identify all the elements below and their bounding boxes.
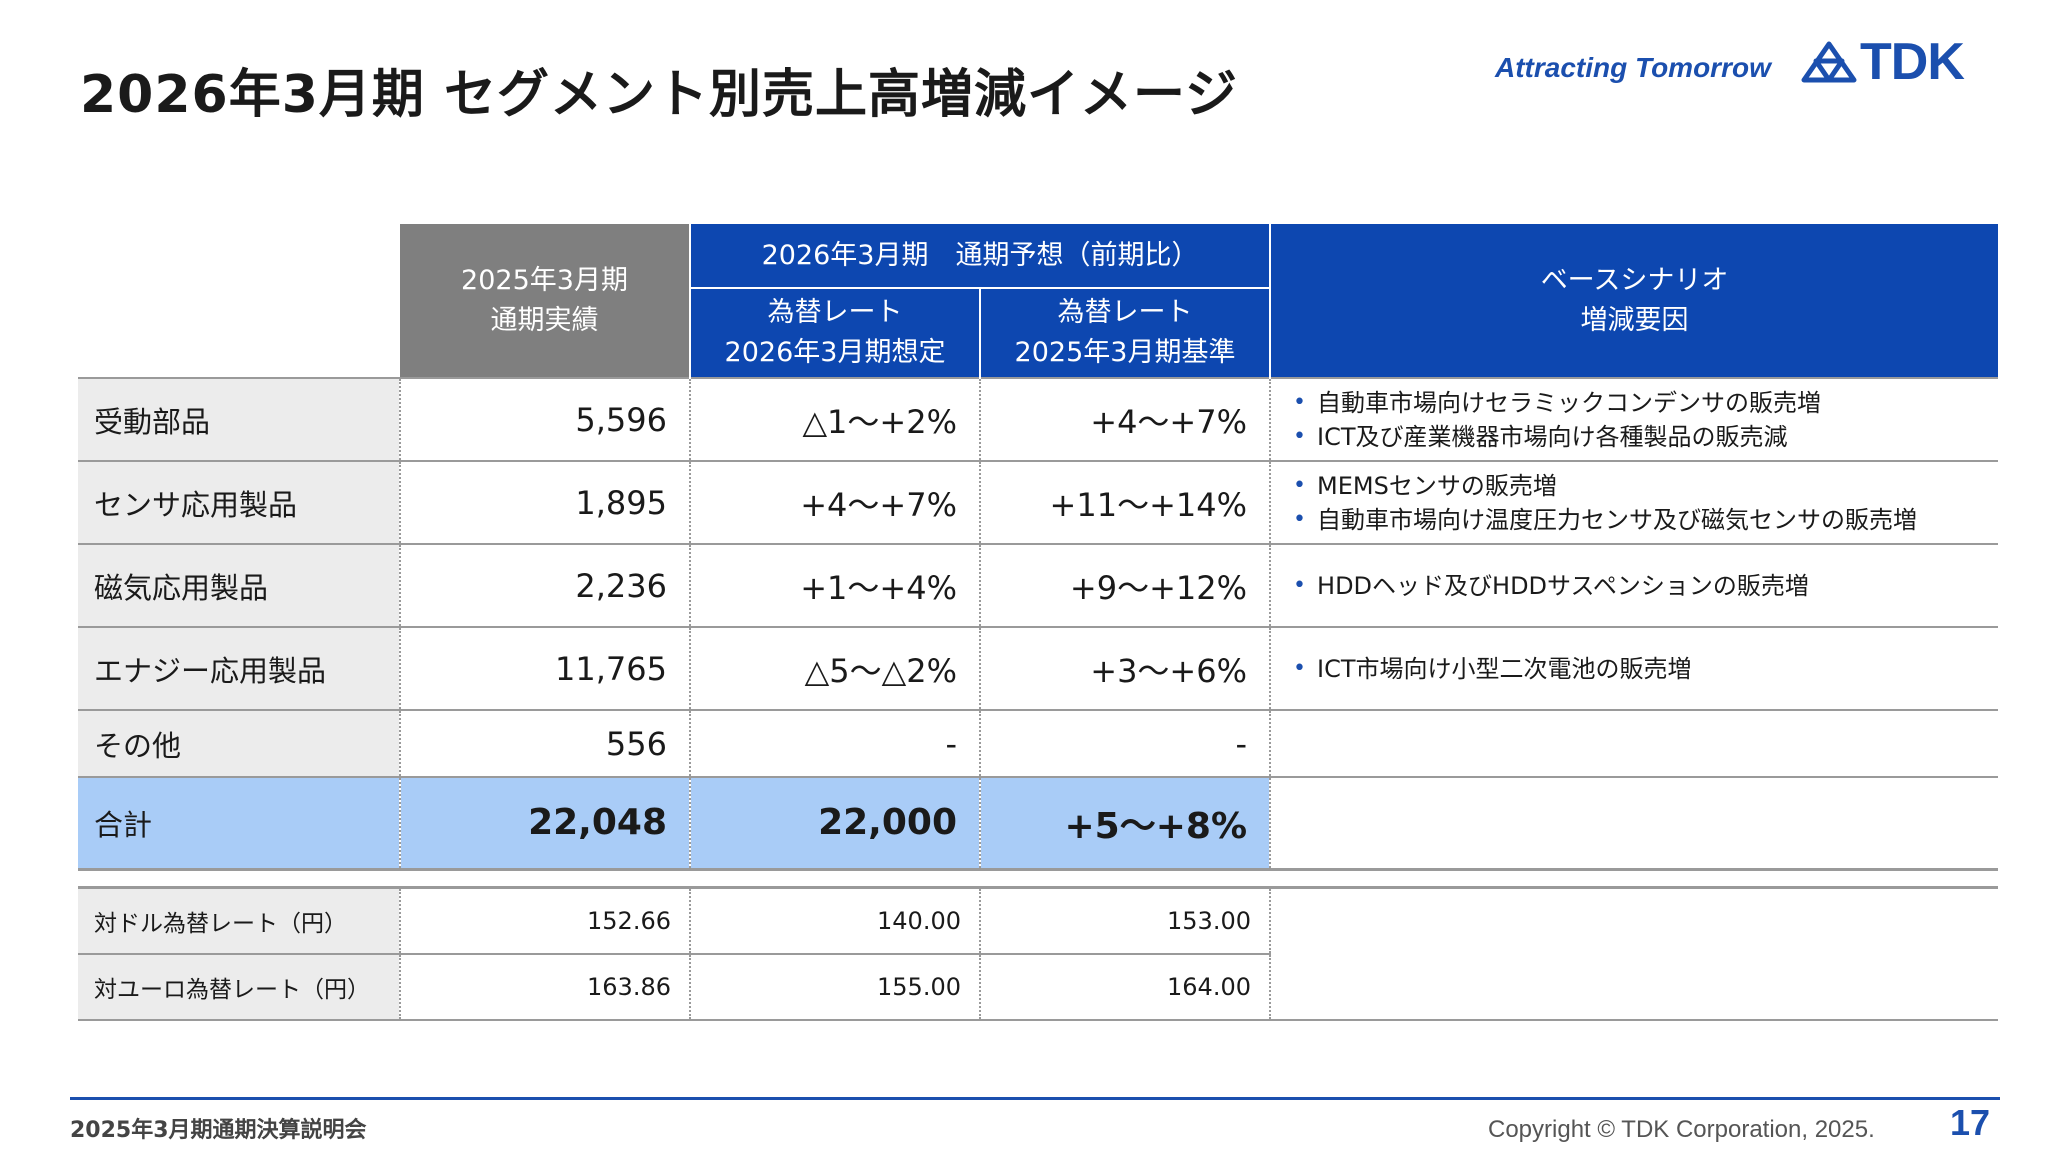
reasons-cell: ICT市場向け小型二次電池の販売増 bbox=[1269, 627, 1999, 711]
fx-row: 対ドル為替レート（円） 152.66 140.00 153.00 bbox=[78, 886, 1998, 1021]
reason-item: ICT市場向け小型二次電池の販売増 bbox=[1291, 652, 1998, 686]
tagline: Attracting Tomorrow bbox=[1495, 52, 1771, 83]
segment-label: 受動部品 bbox=[78, 377, 400, 462]
header-fy25-actual: 2025年3月期 通期実績 bbox=[400, 224, 691, 378]
fx-base-value: 164.00 bbox=[979, 953, 1270, 1021]
fx-fy25-value: 152.66 bbox=[399, 886, 690, 955]
table-row: センサ応用製品 1,895 +4〜+7% +11〜+14% MEMSセンサの販売… bbox=[78, 461, 1999, 545]
assumed-rate-change: △5〜△2% bbox=[689, 627, 980, 711]
tdk-diamond-icon bbox=[1801, 41, 1857, 83]
reason-item: 自動車市場向けセラミックコンデンサの販売増 bbox=[1291, 386, 1998, 420]
header-forecast-group: 2026年3月期 通期予想（前期比） bbox=[690, 224, 1272, 289]
reasons-cell bbox=[1269, 777, 1999, 871]
total-assumed-value: 22,000 bbox=[689, 777, 980, 871]
total-fy25-value: 22,048 bbox=[399, 777, 690, 871]
reasons-cell: 自動車市場向けセラミックコンデンサの販売増 ICT及び産業機器市場向け各種製品の… bbox=[1269, 377, 1999, 462]
fx-label: 対ユーロ為替レート（円） bbox=[78, 953, 400, 1021]
logo-text: TDK bbox=[1860, 33, 1965, 91]
reason-item: HDDヘッド及びHDDサスペンションの販売増 bbox=[1291, 569, 1998, 603]
reason-item: ICT及び産業機器市場向け各種製品の販売減 bbox=[1291, 420, 1998, 454]
fx-assumed-value: 155.00 bbox=[689, 953, 980, 1021]
table-row: 磁気応用製品 2,236 +1〜+4% +9〜+12% HDDヘッド及びHDDサ… bbox=[78, 544, 1999, 628]
fy25-value: 556 bbox=[399, 710, 690, 778]
assumed-rate-change: +4〜+7% bbox=[689, 461, 980, 545]
segment-label: 磁気応用製品 bbox=[78, 544, 400, 628]
page-title: 2026年3月期 セグメント別売上高増減イメージ bbox=[80, 65, 1238, 125]
table-row: その他 556 - - bbox=[78, 710, 1999, 778]
reason-item: 自動車市場向け温度圧力センサ及び磁気センサの販売増 bbox=[1291, 503, 1998, 537]
fy25-value: 11,765 bbox=[399, 627, 690, 711]
tdk-logo: TDK bbox=[1800, 33, 1965, 91]
assumed-rate-change: △1〜+2% bbox=[689, 377, 980, 462]
base-rate-change: +4〜+7% bbox=[978, 377, 1271, 462]
header-blank bbox=[78, 224, 400, 378]
total-row: 合計 22,048 22,000 +5〜+8% bbox=[78, 777, 1999, 871]
fx-fy25-value: 163.86 bbox=[399, 953, 690, 1021]
header-reasons: ベースシナリオ 増減要因 bbox=[1270, 224, 1999, 378]
segment-label: その他 bbox=[78, 710, 400, 778]
segment-sales-table: 2025年3月期 通期実績 2026年3月期 通期予想（前期比） ベースシナリオ… bbox=[78, 224, 1999, 871]
fx-row: 対ユーロ為替レート（円） 163.86 155.00 164.00 bbox=[78, 953, 1998, 1021]
reasons-cell: HDDヘッド及びHDDサスペンションの販売増 bbox=[1269, 544, 1999, 628]
fx-assumed-value: 140.00 bbox=[689, 886, 980, 955]
base-rate-change: +3〜+6% bbox=[978, 627, 1271, 711]
table-row: エナジー応用製品 11,765 △5〜△2% +3〜+6% ICT市場向け小型二… bbox=[78, 627, 1999, 711]
fx-label: 対ドル為替レート（円） bbox=[78, 886, 400, 955]
footer-divider bbox=[70, 1097, 2000, 1100]
reason-item: MEMSセンサの販売増 bbox=[1291, 469, 1998, 503]
reasons-cell bbox=[1269, 710, 1999, 778]
segment-label: エナジー応用製品 bbox=[78, 627, 400, 711]
header-row-2: 為替レート 2026年3月期想定 為替レート 2025年3月期基準 bbox=[78, 288, 1998, 378]
base-rate-change: - bbox=[978, 710, 1271, 778]
fx-base-value: 153.00 bbox=[979, 886, 1270, 955]
page-number: 17 bbox=[1950, 1102, 1991, 1143]
base-rate-change: +11〜+14% bbox=[978, 461, 1271, 545]
fx-blank-cell bbox=[1269, 886, 1998, 1021]
table-row: 受動部品 5,596 △1〜+2% +4〜+7% 自動車市場向けセラミックコンデ… bbox=[78, 377, 1999, 462]
fy25-value: 5,596 bbox=[399, 377, 690, 462]
total-label: 合計 bbox=[78, 777, 400, 871]
footer-copyright: Copyright © TDK Corporation, 2025. bbox=[1488, 1116, 1875, 1143]
total-base-change: +5〜+8% bbox=[978, 777, 1271, 871]
fy25-value: 1,895 bbox=[399, 461, 690, 545]
header-row-1: 2025年3月期 通期実績 2026年3月期 通期予想（前期比） ベースシナリオ… bbox=[78, 224, 1999, 378]
header-rate-assumed: 為替レート 2026年3月期想定 bbox=[690, 288, 981, 378]
footer-event-name: 2025年3月期通期決算説明会 bbox=[70, 1118, 367, 1143]
base-rate-change: +9〜+12% bbox=[978, 544, 1271, 628]
fx-rate-table: 対ドル為替レート（円） 152.66 140.00 153.00 対ユーロ為替レ… bbox=[78, 886, 1998, 1021]
header-rate-base: 為替レート 2025年3月期基準 bbox=[980, 288, 1272, 378]
segment-label: センサ応用製品 bbox=[78, 461, 400, 545]
assumed-rate-change: +1〜+4% bbox=[689, 544, 980, 628]
reasons-cell: MEMSセンサの販売増 自動車市場向け温度圧力センサ及び磁気センサの販売増 bbox=[1269, 461, 1999, 545]
fy25-value: 2,236 bbox=[399, 544, 690, 628]
assumed-rate-change: - bbox=[689, 710, 980, 778]
